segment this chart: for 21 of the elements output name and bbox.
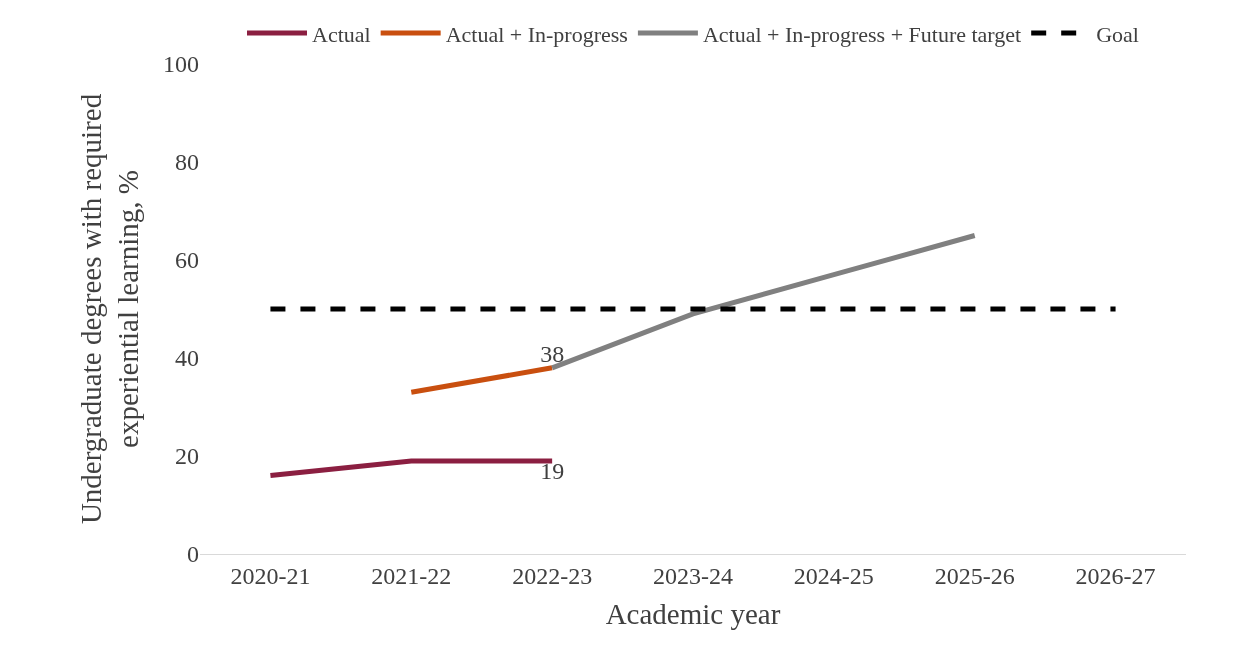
- y-tick-label: 100: [163, 51, 199, 78]
- legend-label: Actual + In-progress + Future target: [702, 21, 1022, 47]
- x-axis-title: Academic year: [605, 597, 781, 630]
- x-tick-label: 2024-25: [793, 562, 874, 589]
- y-tick-label: 0: [187, 541, 199, 568]
- legend-label: Goal: [1096, 21, 1139, 47]
- y-tick-label: 20: [175, 443, 199, 470]
- y-axis-title: Undergraduate degrees with required experiential learning, %: [74, 93, 145, 525]
- x-tick-label: 2022-23: [512, 562, 593, 589]
- x-tick-label: 2026-27: [1075, 562, 1156, 589]
- x-tick-label: 2025-26: [934, 562, 1015, 589]
- y-tick-label: 60: [175, 247, 199, 274]
- x-tick-label: 2020-21: [230, 562, 311, 589]
- y-tick-label: 40: [175, 345, 199, 372]
- y-tick-label: 80: [175, 149, 199, 176]
- legend-label: Actual + In-progress: [445, 21, 628, 47]
- legend-label: Actual: [312, 21, 371, 47]
- data-label: 38: [540, 340, 565, 367]
- x-tick-label: 2023-24: [653, 562, 733, 589]
- x-tick-label: 2021-22: [371, 562, 452, 589]
- data-label: 19: [540, 457, 565, 484]
